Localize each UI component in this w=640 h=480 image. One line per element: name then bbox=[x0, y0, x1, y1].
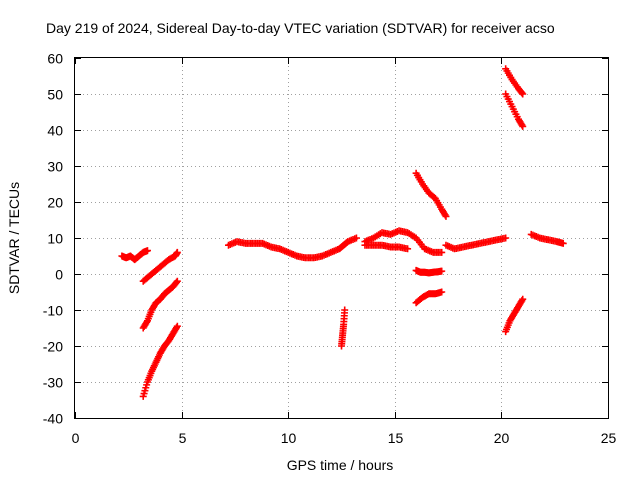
y-tick-label: -30 bbox=[43, 375, 63, 391]
y-tick-label: -20 bbox=[43, 339, 63, 355]
data-point bbox=[172, 324, 180, 332]
data-point bbox=[438, 248, 446, 256]
y-tick-label: 50 bbox=[47, 87, 63, 103]
data-point bbox=[173, 248, 181, 256]
series-arc-9 bbox=[412, 169, 450, 220]
data-point bbox=[518, 297, 526, 305]
y-tick-label: 20 bbox=[47, 195, 63, 211]
y-tick-label: 40 bbox=[47, 123, 63, 139]
series-arc-8 bbox=[361, 241, 412, 253]
data-point bbox=[173, 277, 181, 285]
data-point bbox=[518, 89, 526, 97]
data-point bbox=[143, 318, 151, 326]
data-point bbox=[352, 234, 360, 242]
data-point bbox=[502, 234, 510, 242]
series-arc-10 bbox=[412, 266, 446, 277]
y-tick-label: 60 bbox=[47, 51, 63, 67]
x-axis-label: GPS time / hours bbox=[287, 457, 394, 473]
series-arc-4 bbox=[139, 322, 181, 400]
data-point bbox=[438, 267, 446, 275]
x-tick-label: 10 bbox=[281, 430, 297, 446]
series-arc-3 bbox=[139, 277, 181, 332]
series-arc-16 bbox=[527, 230, 567, 247]
series-arc-1 bbox=[118, 247, 151, 264]
data-point bbox=[404, 245, 412, 253]
data-point bbox=[173, 322, 181, 330]
plot-frame bbox=[74, 57, 609, 419]
y-tick-label: -40 bbox=[43, 411, 63, 427]
x-tick-labels: 0 5 10 15 20 25 bbox=[72, 430, 617, 446]
data-point bbox=[519, 122, 527, 130]
x-tick-label: 5 bbox=[179, 430, 187, 446]
x-tick-label: 20 bbox=[494, 430, 510, 446]
y-tick-label: 0 bbox=[55, 267, 63, 283]
y-tick-label: -10 bbox=[43, 303, 63, 319]
x-tick-label: 25 bbox=[601, 430, 617, 446]
data-point bbox=[172, 278, 180, 286]
data-point bbox=[518, 121, 526, 129]
data-points bbox=[118, 65, 567, 400]
y-axis-label: SDTVAR / TECUs bbox=[6, 182, 22, 294]
grid-lines bbox=[75, 58, 608, 418]
data-point bbox=[559, 239, 567, 247]
chart-title: Day 219 of 2024, Sidereal Day-to-day VTE… bbox=[46, 20, 555, 36]
series-arc-7 bbox=[361, 227, 446, 256]
series-arc-12 bbox=[442, 234, 510, 253]
data-point bbox=[519, 295, 527, 303]
y-tick-labels: -40 -30 -20 -10 0 10 20 30 40 50 60 bbox=[43, 51, 63, 427]
y-tick-label: 30 bbox=[47, 159, 63, 175]
series-arc-13 bbox=[502, 65, 527, 98]
data-point bbox=[441, 211, 449, 219]
series-arc-5 bbox=[225, 234, 360, 262]
x-tick-label: 0 bbox=[72, 430, 80, 446]
series-arc-14 bbox=[502, 90, 527, 130]
series-arc-11 bbox=[412, 288, 446, 307]
x-tick-label: 15 bbox=[388, 430, 404, 446]
data-point bbox=[341, 306, 349, 314]
y-tick-label: 10 bbox=[47, 231, 63, 247]
data-point bbox=[143, 247, 151, 255]
series-arc-15 bbox=[502, 295, 527, 336]
data-point bbox=[519, 90, 527, 98]
data-point bbox=[442, 212, 450, 220]
series-arc-6 bbox=[338, 306, 349, 350]
series-arc-2 bbox=[139, 248, 181, 285]
data-point bbox=[438, 288, 446, 296]
